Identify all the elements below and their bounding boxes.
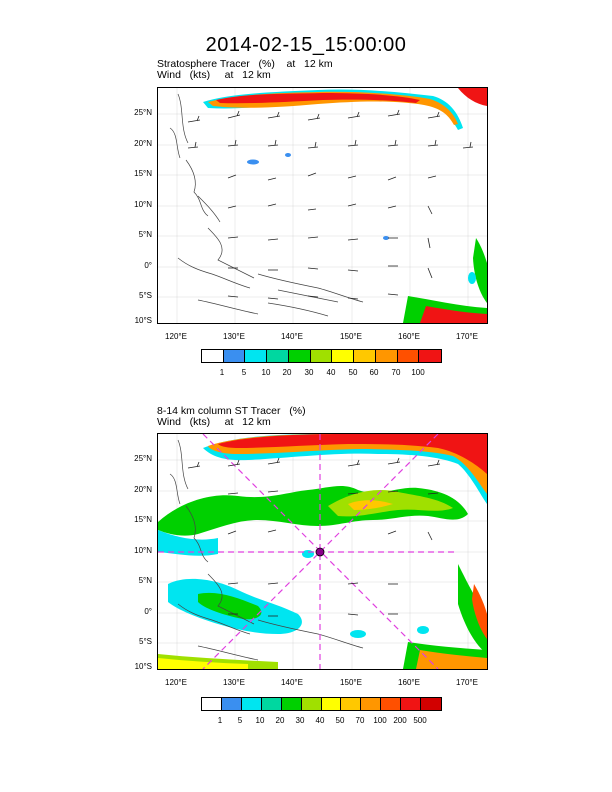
panel2-subtitle-line1: 8-14 km column ST Tracer (%) xyxy=(157,405,306,417)
panel2-colorbar-label: 1 xyxy=(217,716,223,725)
panel1-colorbar-label: 1 xyxy=(219,368,225,377)
panel1-lat-label: 10°S xyxy=(134,316,152,325)
panel1-subtitle-line1: Stratosphere Tracer (%) at 12 km xyxy=(157,58,333,70)
colorbar-swatch xyxy=(332,350,355,362)
colorbar-swatch xyxy=(321,698,342,710)
panel1-subtitle-line2: Wind (kts) at 12 km xyxy=(157,69,271,81)
colorbar-swatch xyxy=(419,350,442,362)
panel2-lon-label: 170°E xyxy=(456,678,478,687)
panel1-colorbar-label: 5 xyxy=(241,368,247,377)
panel2-colorbar-label: 200 xyxy=(393,716,407,725)
panel2-lat-label: 10°S xyxy=(134,662,152,671)
colorbar-swatch xyxy=(221,698,242,710)
colorbar-swatch xyxy=(421,698,442,710)
panel2-colorbar-label: 70 xyxy=(355,716,365,725)
panel2-map-svg xyxy=(158,434,487,669)
panel2-lon-label: 160°E xyxy=(398,678,420,687)
panel1-map xyxy=(157,87,488,324)
panel1-lat-label: 20°N xyxy=(134,139,152,148)
colorbar-swatch xyxy=(301,698,322,710)
panel2-subtitle-line2: Wind (kts) at 12 km xyxy=(157,416,271,428)
panel1-lat-label: 10°N xyxy=(134,200,152,209)
panel2-colorbar-label: 40 xyxy=(315,716,325,725)
panel2-lat-label: 15°N xyxy=(134,515,152,524)
colorbar-swatch xyxy=(267,350,289,362)
colorbar-swatch xyxy=(361,698,382,710)
panel2-lat-label: 5°N xyxy=(138,576,152,585)
colorbar-swatch xyxy=(354,350,376,362)
panel2-lon-label: 130°E xyxy=(223,678,245,687)
panel2-colorbar xyxy=(201,697,442,711)
panel1-colorbar-label: 60 xyxy=(369,368,379,377)
panel2-colorbar-label: 10 xyxy=(255,716,265,725)
panel2-lat-label: 25°N xyxy=(134,454,152,463)
panel2-colorbar-label: 30 xyxy=(295,716,305,725)
panel1-lon-label: 150°E xyxy=(340,332,362,341)
panel1-colorbar-label: 10 xyxy=(261,368,271,377)
colorbar-swatch xyxy=(223,350,246,362)
panel1-lat-label: 5°S xyxy=(139,291,152,300)
colorbar-swatch xyxy=(401,698,422,710)
panel1-colorbar-label: 70 xyxy=(391,368,401,377)
panel2-colorbar-label: 20 xyxy=(275,716,285,725)
panel2-colorbar-label: 5 xyxy=(237,716,243,725)
colorbar-swatch xyxy=(381,698,402,710)
panel2-lon-label: 150°E xyxy=(340,678,362,687)
colorbar-swatch xyxy=(375,350,398,362)
colorbar-swatch xyxy=(261,698,282,710)
panel1-lon-label: 120°E xyxy=(165,332,187,341)
panel1-colorbar-label: 100 xyxy=(411,368,425,377)
panel1-lat-label: 15°N xyxy=(134,169,152,178)
panel1-lon-label: 130°E xyxy=(223,332,245,341)
panel2-colorbar-label: 50 xyxy=(335,716,345,725)
panel2-lat-label: 20°N xyxy=(134,485,152,494)
panel1-colorbar-label: 40 xyxy=(326,368,336,377)
panel2-colorbar-label: 500 xyxy=(413,716,427,725)
panel1-colorbar-label: 50 xyxy=(348,368,358,377)
panel1-lat-label: 25°N xyxy=(134,108,152,117)
colorbar-swatch xyxy=(202,698,222,710)
panel2-colorbar-label: 100 xyxy=(373,716,387,725)
colorbar-swatch xyxy=(288,350,311,362)
colorbar-swatch xyxy=(310,350,333,362)
panel1-colorbar-label: 20 xyxy=(282,368,292,377)
panel1-lon-label: 160°E xyxy=(398,332,420,341)
panel1-lat-label: 0° xyxy=(144,261,152,270)
page-title: 2014-02-15_15:00:00 xyxy=(205,34,407,56)
panel1-colorbar-label: 30 xyxy=(304,368,314,377)
colorbar-swatch xyxy=(245,350,268,362)
panel2-lon-label: 140°E xyxy=(281,678,303,687)
panel2-map xyxy=(157,433,488,670)
panel2-lat-label: 10°N xyxy=(134,546,152,555)
panel1-map-svg xyxy=(158,88,487,323)
colorbar-swatch xyxy=(281,698,302,710)
colorbar-swatch xyxy=(202,350,224,362)
panel2-lon-label: 120°E xyxy=(165,678,187,687)
colorbar-swatch xyxy=(241,698,262,710)
panel1-colorbar xyxy=(201,349,442,363)
panel2-lat-label: 5°S xyxy=(139,637,152,646)
colorbar-swatch xyxy=(341,698,362,710)
panel1-lon-label: 170°E xyxy=(456,332,478,341)
panel2-lat-label: 0° xyxy=(144,607,152,616)
panel1-lon-label: 140°E xyxy=(281,332,303,341)
colorbar-swatch xyxy=(397,350,420,362)
panel1-lat-label: 5°N xyxy=(138,230,152,239)
